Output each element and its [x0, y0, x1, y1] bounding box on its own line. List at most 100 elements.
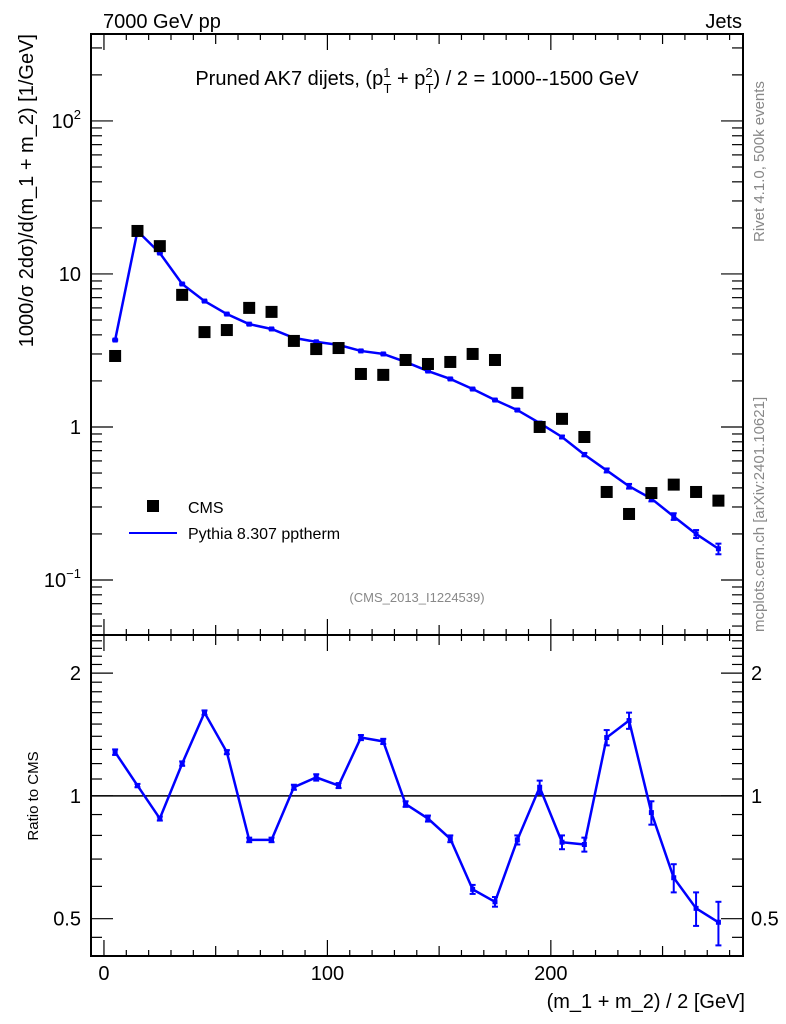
x-tick-label: 200 [534, 963, 567, 985]
cms-point [399, 353, 412, 366]
cms-point [488, 353, 501, 366]
cms-point [354, 367, 367, 380]
main-y-ticks [91, 47, 743, 627]
ratio-y-tick-label-left: 0.5 [53, 909, 81, 931]
ratio-panel: 2 2 1 1 0.5 0.5 0 100 200 Ratio to CMS (m_1 + m… [25, 634, 779, 1013]
ratio-point [559, 839, 565, 845]
pythia-point [693, 531, 699, 537]
ratio-point [693, 905, 699, 911]
cms-point [287, 334, 300, 347]
cms-point [310, 343, 323, 356]
main-title: Pruned AK7 dijets, (p1 T + p2 T) / 2 = 100… [195, 65, 639, 96]
pythia-point [269, 326, 275, 332]
pythia-point [380, 351, 386, 357]
ratio-y-tick-label-left: 1 [70, 786, 81, 808]
ratio-point [403, 801, 409, 807]
pythia-point [559, 434, 565, 440]
ratio-y-tick-label-left: 2 [70, 663, 81, 685]
pythia-point [671, 513, 677, 519]
pythia-point [425, 368, 431, 374]
cms-point [153, 240, 166, 253]
cms-point [466, 347, 479, 360]
cms-point [176, 288, 189, 301]
ratio-point [581, 842, 587, 848]
ratio-x-ticks [103, 635, 731, 956]
rivet-info: Rivet 4.1.0, 500k events [751, 81, 768, 242]
ratio-point [202, 710, 208, 716]
ratio-point [380, 738, 386, 744]
cms-point [600, 485, 613, 498]
pythia-point [715, 546, 721, 552]
pythia-point [313, 339, 319, 345]
legend-pythia-label: Pythia 8.307 pptherm [188, 526, 340, 543]
mcplots-info: mcplots.cern.ch [arXiv:2401.10621] [751, 397, 768, 632]
ratio-point [269, 837, 275, 843]
ratio-point [715, 919, 721, 925]
ratio-point [492, 899, 498, 905]
x-tick-label: 100 [311, 963, 344, 985]
ratio-y-tick-label-right: 2 [751, 663, 762, 685]
ratio-point [358, 735, 364, 741]
pythia-point [202, 298, 208, 304]
pythia-point [246, 321, 252, 327]
cms-point [220, 324, 233, 337]
ratio-point [157, 816, 163, 822]
pythia-point [581, 452, 587, 458]
cms-point [623, 507, 636, 520]
pythia-point [626, 483, 632, 489]
ratio-point [648, 810, 654, 816]
cms-point [131, 224, 144, 237]
cms-point [533, 420, 546, 433]
ratio-point [291, 784, 297, 790]
legend[interactable]: CMS Pythia 8.307 pptherm [129, 500, 340, 543]
ratio-point [246, 837, 252, 843]
cms-point [109, 349, 122, 362]
main-y-label: 1000/σ 2dσ)/d(m_1 + m_2) [1/GeV] [16, 34, 38, 347]
cms-point [667, 478, 680, 491]
x-axis-label: (m_1 + m_2) / 2 [GeV] [547, 991, 745, 1013]
pythia-point [112, 337, 118, 343]
main-series [109, 224, 725, 556]
ratio-x-tick-labels: 0 100 200 [98, 963, 567, 985]
ratio-y-tick-label-right: 0.5 [751, 909, 779, 931]
pythia-point [358, 348, 364, 354]
cms-point [377, 368, 390, 381]
pythia-point [604, 467, 610, 473]
y-tick-label: 10−1 [44, 566, 81, 592]
ratio-point [179, 761, 185, 767]
pythia-point [447, 376, 453, 382]
cms-point [511, 386, 524, 399]
cms-point [332, 342, 345, 355]
ratio-y-label: Ratio to CMS [25, 751, 42, 840]
ratio-y-tick-label-right: 1 [751, 786, 762, 808]
pythia-point [224, 311, 230, 317]
analysis-id: (CMS_2013_I1224539) [349, 590, 484, 605]
x-tick-label: 0 [98, 963, 109, 985]
ratio-point [537, 784, 543, 790]
ratio-line [114, 709, 720, 924]
ratio-point [604, 735, 610, 741]
ratio-point [224, 749, 230, 755]
pythia-point [157, 250, 163, 256]
ratio-series [112, 709, 722, 947]
y-tick-label: 1 [70, 417, 81, 439]
pythia-point [179, 281, 185, 287]
y-tick-label: 10 [59, 264, 81, 286]
cms-point [421, 357, 434, 370]
pythia-point [514, 407, 520, 413]
cms-point [578, 430, 591, 443]
ratio-y-tick-labels: 2 2 1 1 0.5 0.5 [53, 663, 779, 931]
legend-cms-marker [147, 500, 159, 512]
header-right: Jets [705, 11, 742, 33]
main-x-ticks [103, 34, 731, 635]
ratio-point [134, 783, 140, 789]
main-frame [90, 33, 744, 636]
pythia-point [492, 397, 498, 403]
main-y-tick-labels: 102 10 1 10−1 [44, 107, 81, 592]
ratio-point [470, 886, 476, 892]
cms-point [243, 301, 256, 314]
cms-point [712, 494, 725, 507]
main-panel: 102 10 1 10−1 Pruned AK7 dijets, (p1 T + p2 T… [16, 33, 744, 636]
pythia-point [470, 386, 476, 392]
ratio-point [514, 837, 520, 843]
